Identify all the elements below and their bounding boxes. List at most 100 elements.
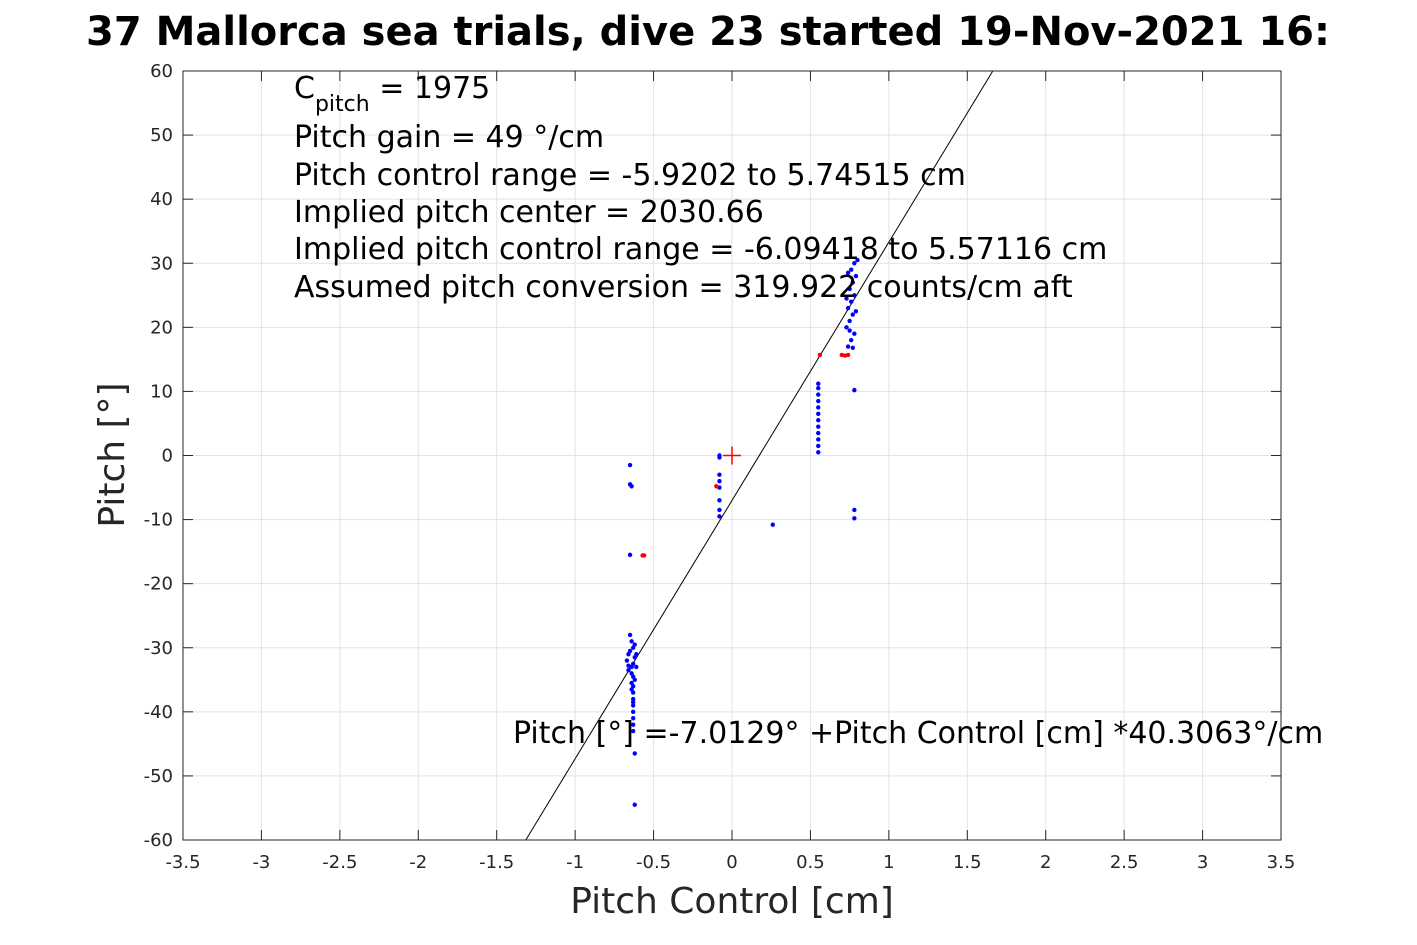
data-point [627,462,633,468]
data-point [845,352,851,358]
y-tick-label: 60 [150,61,173,82]
y-tick-label: 0 [162,446,173,467]
y-tick-label: -40 [144,702,173,723]
fit-line [525,70,994,841]
y-tick-label: 30 [150,253,173,274]
data-point [816,437,821,442]
data-point [816,398,821,404]
data-point [852,293,857,298]
data-point [640,553,645,558]
y-tick-label: -50 [144,766,173,787]
axis-ticks: -3.5 -3 -2.5 -2 -1.5 -1 -0.5 0 0.5 1 1.5 2 2.5 3 3.5 -6… [144,61,1296,873]
x-tick-label: -1.5 [479,852,514,873]
data-point [844,325,849,330]
annotation-implied-center: Implied pitch center = 2030.66 [294,195,764,230]
y-tick-label: -30 [144,638,173,659]
data-point [816,386,821,391]
data-point [852,261,857,266]
x-tick-label: -2 [409,852,427,873]
y-tick-label: 10 [150,381,173,402]
data-point [845,344,851,349]
data-point [852,516,857,521]
data-point [626,667,631,673]
c-pitch-value: = 1975 [370,71,491,106]
data-point [845,305,851,311]
data-point [717,472,722,477]
data-point [816,411,821,417]
data-point [852,331,857,336]
data-point [629,484,634,489]
x-tick-label: -0.5 [636,852,671,873]
x-tick-label: 0 [726,852,737,873]
x-tick-label: 1.5 [953,852,982,873]
chart-title: 37 Mallorca sea trials, dive 23 started … [86,9,1330,55]
data-point [630,703,636,708]
c-pitch-annotation: Cpitch = 1975 [294,71,490,117]
data-point [629,639,634,644]
x-tick-label: -2.5 [322,852,357,873]
data-point [634,664,639,670]
data-point [816,405,821,410]
x-tick-label: 3.5 [1267,852,1296,873]
annotation-pitch-gain: Pitch gain = 49 °/cm [294,120,604,155]
y-tick-label: -20 [144,574,173,595]
fit-equation: Pitch [°] =-7.0129° +Pitch Control [cm] … [513,716,1323,751]
data-point [816,443,821,449]
data-point [850,280,855,285]
data-point [816,430,821,436]
data-point [629,664,634,670]
x-tick-label: 1 [883,852,894,873]
data-point [816,424,821,429]
data-point [847,328,852,333]
annotation-conversion: Assumed pitch conversion = 319.922 count… [294,270,1073,305]
data-point [849,337,854,343]
data-point [627,632,633,638]
data-point [853,309,859,314]
y-tick-label: -10 [144,510,173,531]
data-point [844,296,849,301]
data-points [624,257,860,807]
data-point [632,642,637,647]
annotation-block: Cpitch = 1975 Pitch gain = 49 °/cm Pitch… [294,71,1323,751]
data-point [630,728,636,734]
data-point [849,299,854,304]
data-point [632,751,637,756]
annotation-implied-range: Implied pitch control range = -6.09418 t… [294,232,1107,267]
center-marker [723,446,741,465]
data-point [847,318,852,324]
data-point [630,722,636,727]
data-point [714,484,719,489]
x-tick-label: -3 [252,852,270,873]
plot-frame [182,70,1282,841]
data-point [632,802,637,807]
x-axis-label: Pitch Control [cm] [570,881,894,922]
data-point [816,381,821,386]
data-point [816,392,821,397]
c-pitch-base: C [294,71,315,106]
x-tick-label: 3 [1197,852,1208,873]
data-point [849,267,854,272]
x-tick-label: 2 [1040,852,1051,873]
data-point [845,270,851,276]
data-point [632,677,637,682]
x-tick-label: -3.5 [165,852,200,873]
data-point [629,687,634,692]
y-axis-label: Pitch [°] [92,382,133,527]
data-point [630,696,636,702]
data-point [717,478,722,484]
data-point [634,651,639,657]
data-point [847,286,852,292]
data-point [852,507,857,513]
data-point [855,257,860,263]
data-point [630,716,636,721]
data-point [770,522,775,527]
data-point [717,498,722,503]
y-tick-label: 40 [150,189,173,210]
data-point [816,450,821,455]
data-point [717,507,722,513]
data-point [850,345,855,351]
y-tick-label: 50 [150,125,173,146]
x-tick-label: -1 [566,852,584,873]
data-point [717,514,722,519]
